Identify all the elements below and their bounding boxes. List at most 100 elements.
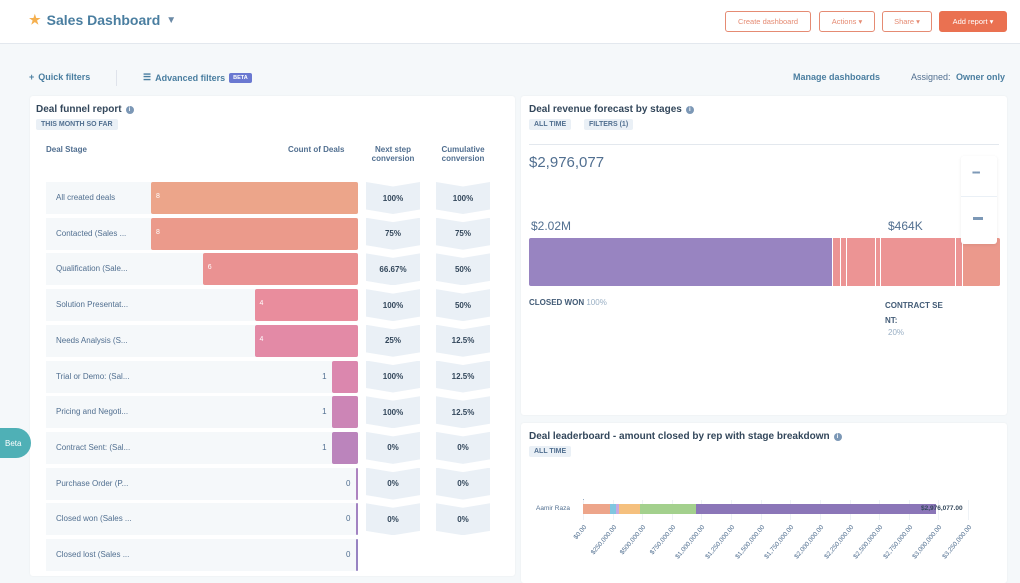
funnel-row[interactable]: All created deals 8 — [46, 182, 358, 214]
next-step-conversion: 0% — [366, 467, 420, 500]
funnel-row[interactable]: Purchase Order (P... 0 — [46, 467, 358, 500]
funnel-row[interactable]: Solution Presentat... 4 — [46, 289, 358, 322]
contract-sent-pct: 20% — [888, 328, 905, 337]
funnel-bar[interactable] — [332, 431, 358, 464]
count-label: 4 — [259, 335, 264, 343]
count-label: 0 — [346, 514, 351, 524]
funnel-bar[interactable]: 8 — [151, 217, 358, 250]
quick-filters-label: Quick filters — [38, 72, 91, 82]
stage-label: Pricing and Negoti... — [56, 407, 129, 417]
cumulative-conversion: 0% — [436, 503, 490, 536]
funnel-bar[interactable] — [356, 539, 358, 571]
grid-line — [968, 500, 969, 520]
funnel-row[interactable]: Pricing and Negoti... 1 — [46, 396, 358, 429]
funnel-bar[interactable]: 6 — [202, 253, 358, 286]
stage-label: Trial or Demo: (Sal... — [56, 371, 130, 381]
stage-label: Closed lost (Sales ... — [56, 550, 130, 559]
stage-label: Needs Analysis (S... — [56, 335, 128, 345]
assigned-value-link[interactable]: Owner only — [956, 72, 1006, 82]
stack-segment[interactable] — [616, 504, 620, 514]
funnel-row[interactable]: Trial or Demo: (Sal... 1 — [46, 360, 358, 393]
all-time-tag[interactable]: ALL TIME — [529, 119, 572, 130]
advanced-filters-button[interactable]: ☰ Advanced filters BETA — [143, 72, 252, 83]
funnel-title-text: Deal funnel report — [36, 104, 122, 115]
stack-segment[interactable] — [640, 504, 696, 514]
segment-divider — [875, 238, 876, 286]
col-deal-stage: Deal Stage — [46, 145, 87, 154]
manage-dashboards-link[interactable]: Manage dashboards — [793, 72, 881, 82]
leaderboard-title: Deal leaderboard - amount closed by rep … — [529, 431, 842, 442]
next-step-conversion: 100% — [366, 289, 420, 322]
funnel-title: Deal funnel report i — [36, 104, 134, 115]
count-label: 0 — [346, 478, 351, 488]
count-label: 6 — [207, 264, 212, 272]
cumulative-conversion: 12.5% — [436, 324, 490, 357]
star-icon[interactable]: ★ — [29, 12, 41, 27]
funnel-bar[interactable]: 8 — [151, 182, 358, 214]
funnel-bar[interactable] — [332, 360, 358, 393]
forecast-title-text: Deal revenue forecast by stages — [529, 104, 682, 115]
date-range-tag[interactable]: THIS MONTH SO FAR — [36, 119, 118, 130]
forecast-title: Deal revenue forecast by stages i — [529, 104, 694, 115]
stage-label: All created deals — [56, 193, 116, 202]
closed-won-pct: 100% — [586, 298, 607, 307]
funnel-row[interactable]: Closed won (Sales ... 0 — [46, 503, 358, 536]
info-icon[interactable]: i — [685, 105, 694, 114]
funnel-bar[interactable]: 4 — [254, 289, 358, 322]
cumulative-conversion: 0% — [436, 467, 490, 500]
create-dashboard-button[interactable]: Create dashboard — [725, 11, 811, 32]
rep-label: Aamir Raza — [536, 505, 570, 512]
next-step-conversion: 0% — [366, 431, 420, 464]
cumulative-conversion: 12.5% — [436, 396, 490, 429]
share-button[interactable]: Share ▾ — [882, 11, 932, 32]
col-count: Count of Deals — [288, 145, 345, 154]
divider — [961, 196, 997, 197]
funnel-row[interactable]: Contacted (Sales ... 8 — [46, 217, 358, 250]
count-label: 8 — [156, 193, 160, 200]
segment-divider — [840, 238, 841, 286]
stack-segment[interactable] — [583, 504, 611, 514]
leaderboard-card — [521, 423, 1007, 583]
stack-segment[interactable] — [619, 504, 641, 514]
grid-icon[interactable]: ▪▪▪▪ — [972, 168, 980, 177]
funnel-bar[interactable] — [356, 467, 358, 500]
beta-tab[interactable]: Beta — [0, 428, 31, 458]
dashboard-title[interactable]: ★ Sales Dashboard ▼ — [29, 12, 176, 28]
other-segment[interactable] — [963, 238, 1000, 286]
quick-filters-button[interactable]: + Quick filters — [29, 72, 90, 82]
beta-badge: BETA — [229, 72, 252, 83]
info-icon[interactable]: i — [833, 432, 842, 441]
actions-button[interactable]: Actions ▾ — [819, 11, 875, 32]
funnel-row[interactable]: Contract Sent: (Sal... 1 — [46, 431, 358, 464]
leaderboard-title-text: Deal leaderboard - amount closed by rep … — [529, 431, 830, 442]
header: ★ Sales Dashboard ▼ Create dashboard Actio… — [0, 0, 1020, 44]
forecast-bar — [529, 238, 1000, 286]
count-label: 1 — [322, 442, 327, 452]
funnel-bar[interactable]: 4 — [254, 324, 358, 357]
count-label: 0 — [346, 550, 351, 559]
advanced-filters-label: Advanced filters — [155, 72, 226, 83]
funnel-row[interactable]: Needs Analysis (S... 4 — [46, 324, 358, 357]
stage-label: Purchase Order (P... — [56, 478, 129, 488]
stack-segment[interactable] — [695, 504, 936, 514]
filters-tag[interactable]: FILTERS (1) — [584, 119, 634, 130]
add-report-button[interactable]: Add report ▾ — [939, 11, 1007, 32]
funnel-bar[interactable] — [332, 396, 358, 429]
col-cumulative: Cumulative conversion — [441, 145, 485, 163]
stage-label: Solution Presentat... — [56, 300, 129, 310]
all-time-tag[interactable]: ALL TIME — [529, 446, 572, 457]
funnel-row[interactable]: Closed lost (Sales ... 0 — [46, 539, 358, 571]
funnel-bar[interactable] — [356, 503, 358, 536]
forecast-total: $2,976,077 — [529, 154, 605, 171]
chevron-down-icon[interactable]: ▼ — [166, 14, 177, 26]
cumulative-conversion: 0% — [436, 431, 490, 464]
funnel-row[interactable]: Qualification (Sale... 6 — [46, 253, 358, 286]
comment-icon[interactable]: ▬ — [973, 212, 983, 223]
info-icon[interactable]: i — [125, 105, 134, 114]
next-step-conversion: 0% — [366, 503, 420, 536]
closed-won-segment[interactable] — [529, 238, 832, 286]
grid-line — [938, 500, 940, 520]
next-step-conversion: 100% — [366, 396, 420, 429]
next-step-conversion: 100% — [366, 360, 420, 393]
stack-segment[interactable] — [610, 504, 617, 514]
